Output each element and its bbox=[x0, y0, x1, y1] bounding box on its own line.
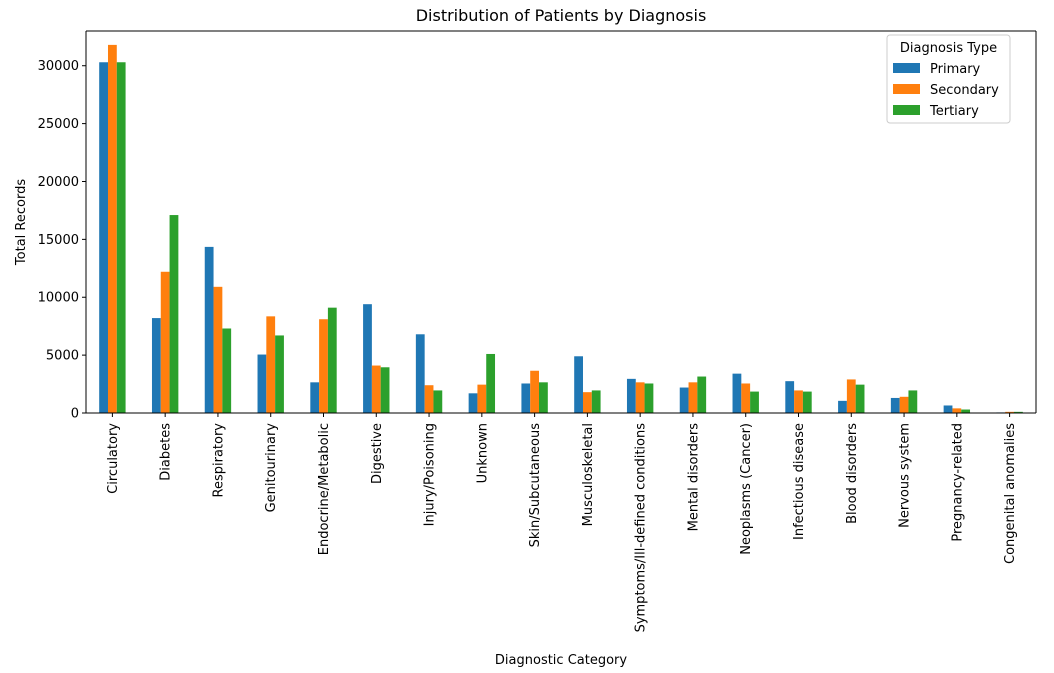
bar-tertiary-16 bbox=[961, 409, 971, 413]
bar-primary-10 bbox=[626, 378, 636, 413]
bar-secondary-5 bbox=[371, 365, 381, 413]
bar-secondary-12 bbox=[741, 383, 751, 413]
y-tick-label: 30000 bbox=[38, 59, 79, 74]
x-tick-label: Unknown bbox=[475, 423, 490, 483]
y-tick-label: 5000 bbox=[46, 349, 79, 364]
bar-tertiary-6 bbox=[433, 390, 443, 413]
bar-primary-12 bbox=[732, 373, 742, 413]
y-tick-label: 10000 bbox=[38, 291, 79, 306]
axes-layer: 0 5000 10000 15000 20000 25000 30000 Circulator… bbox=[38, 30, 1037, 633]
bar-primary-6 bbox=[415, 334, 425, 413]
x-tick-label: Congenital anomalies bbox=[1003, 423, 1018, 564]
bar-tertiary-4 bbox=[327, 307, 337, 413]
bar-primary-1 bbox=[151, 318, 161, 413]
y-tick-label: 20000 bbox=[38, 175, 79, 190]
bar-primary-3 bbox=[257, 354, 267, 413]
x-tick-label: Infectious disease bbox=[792, 423, 807, 540]
bar-secondary-4 bbox=[319, 319, 328, 413]
bar-tertiary-8 bbox=[539, 382, 548, 413]
bar-primary-15 bbox=[890, 397, 900, 413]
x-tick-label: Blood disorders bbox=[845, 423, 860, 524]
bar-primary-16 bbox=[943, 405, 953, 413]
bar-tertiary-7 bbox=[486, 353, 496, 413]
y-tick-label: 25000 bbox=[38, 117, 79, 132]
bar-secondary-15 bbox=[899, 396, 909, 413]
bar-tertiary-17 bbox=[1014, 411, 1023, 413]
bar-primary-9 bbox=[574, 356, 583, 413]
legend-swatch-primary bbox=[893, 63, 920, 73]
bar-secondary-2 bbox=[213, 286, 223, 413]
bar-primary-13 bbox=[785, 381, 795, 413]
bar-primary-2 bbox=[204, 246, 214, 413]
x-tick-label: Skin/Subcutaneous bbox=[528, 423, 543, 548]
y-axis-label: Total Records bbox=[14, 179, 29, 266]
legend-label-secondary: Secondary bbox=[930, 83, 999, 98]
x-tick-label: Neoplasms (Cancer) bbox=[739, 423, 754, 555]
bar-secondary-0 bbox=[107, 44, 117, 414]
x-tick-label: Symptoms/Ill-defined conditions bbox=[634, 423, 649, 633]
bar-tertiary-5 bbox=[380, 367, 390, 413]
bar-tertiary-13 bbox=[802, 391, 812, 413]
bar-primary-0 bbox=[99, 62, 108, 413]
bar-secondary-11 bbox=[688, 382, 698, 413]
x-tick-label: Digestive bbox=[370, 423, 385, 484]
y-tick-label: 15000 bbox=[38, 233, 79, 248]
bar-tertiary-11 bbox=[697, 376, 707, 413]
bar-secondary-17 bbox=[1005, 411, 1015, 413]
bar-primary-5 bbox=[363, 304, 372, 413]
bar-secondary-3 bbox=[266, 316, 276, 413]
bar-tertiary-15 bbox=[908, 390, 918, 413]
x-tick-label: Musculoskeletal bbox=[581, 423, 596, 526]
bar-tertiary-10 bbox=[644, 383, 654, 413]
legend: Diagnosis Type Primary Secondary Tertiary bbox=[886, 34, 1011, 124]
bar-secondary-8 bbox=[530, 370, 540, 413]
y-tick-label: 0 bbox=[71, 407, 79, 422]
bar-tertiary-0 bbox=[116, 62, 126, 413]
bar-tertiary-3 bbox=[275, 335, 284, 413]
legend-label-tertiary: Tertiary bbox=[929, 104, 979, 119]
bar-tertiary-2 bbox=[222, 328, 232, 413]
x-axis-label: Diagnostic Category bbox=[495, 653, 627, 668]
x-tick-label: Nervous system bbox=[898, 423, 913, 528]
bars-layer bbox=[99, 44, 1023, 414]
bar-primary-14 bbox=[838, 400, 847, 413]
legend-swatch-tertiary bbox=[893, 105, 920, 115]
bar-secondary-13 bbox=[794, 390, 803, 413]
bar-secondary-1 bbox=[160, 271, 170, 413]
x-tick-label: Circulatory bbox=[106, 423, 121, 494]
legend-title: Diagnosis Type bbox=[900, 41, 997, 56]
bar-primary-8 bbox=[521, 383, 531, 413]
bar-tertiary-14 bbox=[855, 384, 865, 413]
bar-secondary-7 bbox=[477, 384, 487, 413]
bar-tertiary-9 bbox=[591, 390, 601, 413]
x-tick-label: Diabetes bbox=[159, 423, 174, 481]
bar-secondary-16 bbox=[952, 408, 962, 413]
x-tick-label: Mental disorders bbox=[686, 423, 701, 532]
x-tick-label: Genitourinary bbox=[264, 423, 279, 513]
legend-label-primary: Primary bbox=[930, 62, 981, 77]
bar-primary-7 bbox=[468, 393, 478, 413]
chart-title: Distribution of Patients by Diagnosis bbox=[416, 6, 707, 25]
bar-secondary-14 bbox=[846, 379, 856, 413]
legend-box bbox=[886, 34, 1011, 124]
bar-secondary-6 bbox=[424, 385, 434, 413]
bar-primary-4 bbox=[310, 382, 320, 413]
bar-secondary-10 bbox=[635, 382, 645, 413]
bar-tertiary-12 bbox=[750, 391, 759, 413]
x-tick-label: Respiratory bbox=[211, 423, 226, 498]
bar-primary-11 bbox=[679, 387, 689, 413]
x-tick-label: Injury/Poisoning bbox=[423, 423, 438, 526]
x-tick-label: Pregnancy-related bbox=[950, 423, 965, 542]
legend-swatch-secondary bbox=[893, 84, 920, 94]
bar-tertiary-1 bbox=[169, 215, 179, 413]
x-tick-label: Endocrine/Metabolic bbox=[317, 423, 332, 555]
bar-secondary-9 bbox=[582, 392, 592, 413]
